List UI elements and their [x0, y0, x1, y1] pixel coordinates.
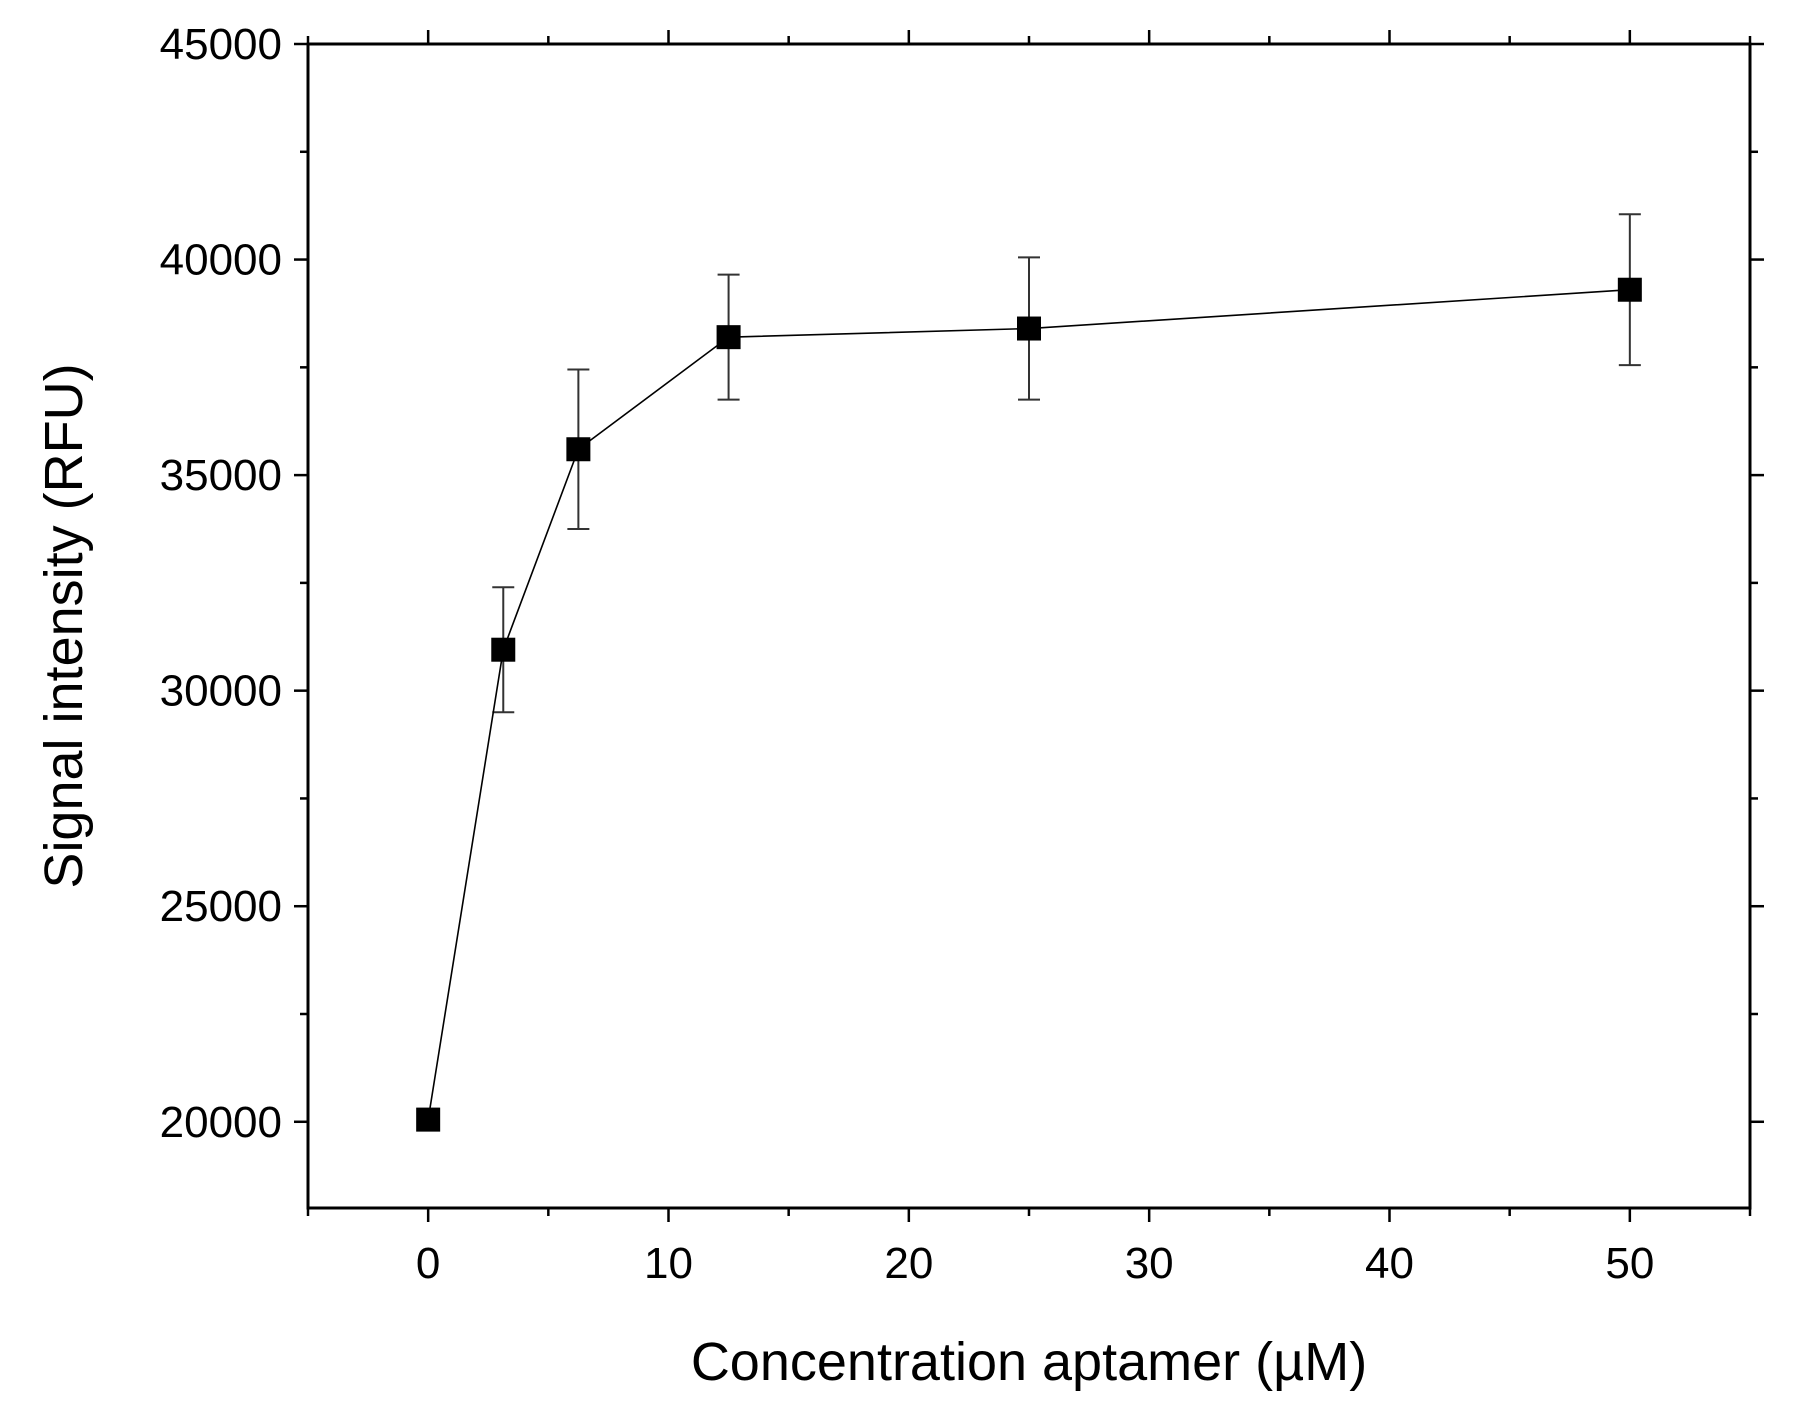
y-tick-label: 25000 [160, 882, 282, 931]
y-axis-title: Signal intensity (RFU) [34, 363, 94, 888]
y-tick-label: 30000 [160, 667, 282, 716]
markers [416, 277, 1642, 1132]
tick-labels: 0 10 20 30 40 50 20000 25000 30000 35000 40000 4500… [160, 20, 1655, 1288]
x-tick-label: 40 [1365, 1239, 1414, 1288]
x-tick-label: 0 [416, 1239, 440, 1288]
y-tick-label: 20000 [160, 1098, 282, 1147]
series-lines [427, 288, 1630, 1120]
x-tick-label: 50 [1605, 1239, 1654, 1288]
plot-frame [306, 42, 1752, 1210]
data-point [1017, 316, 1041, 341]
x-tick-label: 30 [1125, 1239, 1174, 1288]
y-tick-label: 40000 [160, 236, 282, 285]
data-point [1617, 277, 1642, 302]
data-point [416, 1107, 441, 1132]
x-tick-label: 10 [644, 1239, 693, 1288]
data-point [716, 325, 741, 350]
ticks [294, 30, 1764, 1222]
axes [306, 42, 1752, 1210]
data-point [566, 437, 591, 462]
error-bars [417, 213, 1641, 1132]
x-axis-title: Concentration aptamer (µM) [691, 1332, 1367, 1392]
y-tick-label: 35000 [160, 451, 282, 500]
x-tick-label: 20 [884, 1239, 933, 1288]
data-point [491, 637, 516, 662]
y-tick-label: 45000 [160, 20, 282, 69]
series-line [427, 288, 1630, 1120]
